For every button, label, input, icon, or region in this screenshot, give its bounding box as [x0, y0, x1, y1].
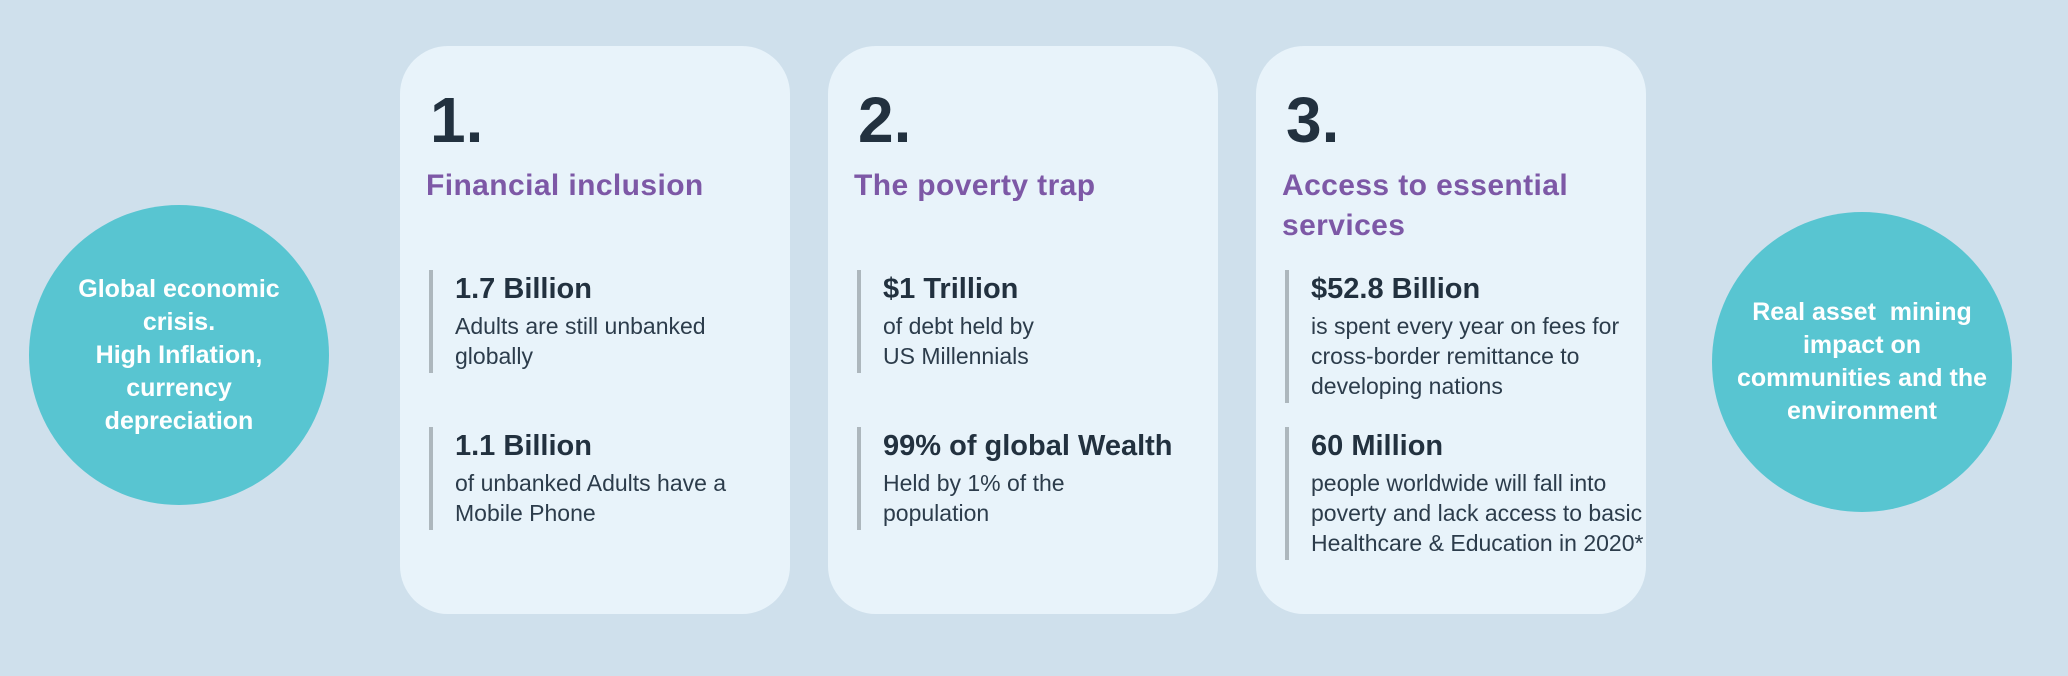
card-poverty-trap: 2. The poverty trap $1 Trillion of debt …: [828, 46, 1218, 614]
stat-value: $1 Trillion: [883, 273, 1019, 305]
stat-desc-line: cross-border remittance to: [1311, 343, 1580, 369]
right-circle-text: Real asset mining impact on communities …: [1737, 296, 1987, 428]
left-circle-global-crisis: Global economic crisis. High Inflation, …: [29, 205, 329, 505]
circle-text-line: impact on: [1802, 331, 1922, 359]
card-number: 1.: [430, 84, 484, 156]
stat-block: 99% of global Wealth Held by 1% of the p…: [857, 427, 1173, 530]
stat-desc: people worldwide will fall into poverty …: [1311, 468, 1643, 558]
stat-block: 60 Million people worldwide will fall in…: [1285, 427, 1643, 560]
card-title: Access to essential services: [1282, 169, 1569, 242]
card-financial-inclusion: 1. Financial inclusion 1.7 Billion Adult…: [400, 46, 790, 614]
stat-desc-line: is spent every year on fees for: [1311, 313, 1620, 339]
card-title: Financial inclusion: [426, 169, 704, 202]
stat-desc-line: poverty and lack access to basic: [1311, 500, 1643, 526]
stat-desc: of debt held by US Millennials: [883, 311, 1034, 371]
stat-desc-line: of unbanked Adults have a: [455, 470, 727, 496]
stat-block: 1.1 Billion of unbanked Adults have a Mo…: [429, 427, 726, 530]
circle-text-line: Global economic: [78, 274, 280, 303]
left-circle-text: Global economic crisis. High Inflation, …: [78, 273, 279, 438]
stat-desc-line: globally: [455, 343, 533, 369]
circle-text-line: depreciation: [104, 406, 254, 435]
stat-value: 1.1 Billion: [455, 430, 592, 462]
stat-desc-line: Held by 1% of the: [883, 470, 1065, 496]
stat-desc-line: Healthcare & Education in 2020*: [1311, 530, 1644, 556]
card-access-essential-services: 3. Access to essential services $52.8 Bi…: [1256, 46, 1646, 614]
circle-text-line: Real asset mining: [1752, 298, 1972, 326]
stat-desc: of unbanked Adults have a Mobile Phone: [455, 468, 726, 528]
circle-text-line: crisis.: [142, 307, 216, 336]
circle-text-line: communities and the: [1736, 364, 1988, 392]
card-number: 3.: [1286, 84, 1340, 156]
stat-desc-line: Adults are still unbanked: [455, 313, 706, 339]
stat-desc-line: people worldwide will fall into: [1311, 470, 1607, 496]
card-number: 2.: [858, 84, 912, 156]
stat-desc-line: Mobile Phone: [455, 500, 596, 526]
circle-text-line: High Inflation,: [95, 340, 263, 369]
card-title: The poverty trap: [854, 169, 1096, 202]
stat-desc-line: US Millennials: [883, 343, 1029, 369]
stat-value: 60 Million: [1311, 430, 1444, 462]
circle-text-line: environment: [1786, 397, 1937, 425]
stat-value: $52.8 Billion: [1311, 273, 1481, 305]
stat-block: 1.7 Billion Adults are still unbanked gl…: [429, 270, 706, 373]
stat-desc-line: developing nations: [1311, 373, 1503, 399]
stat-block: $1 Trillion of debt held by US Millennia…: [857, 270, 1034, 373]
circle-text-line: currency: [126, 373, 232, 402]
stat-value: 99% of global Wealth: [883, 430, 1173, 462]
stat-desc-line: population: [883, 500, 990, 526]
stat-block: $52.8 Billion is spent every year on fee…: [1285, 270, 1619, 403]
stat-value: 1.7 Billion: [455, 273, 592, 305]
right-circle-mining-impact: Real asset mining impact on communities …: [1712, 212, 2012, 512]
stat-desc: Adults are still unbanked globally: [455, 311, 706, 371]
stat-desc: Held by 1% of the population: [883, 468, 1173, 528]
stat-desc: is spent every year on fees for cross-bo…: [1311, 311, 1619, 401]
stat-desc-line: of debt held by: [883, 313, 1034, 339]
